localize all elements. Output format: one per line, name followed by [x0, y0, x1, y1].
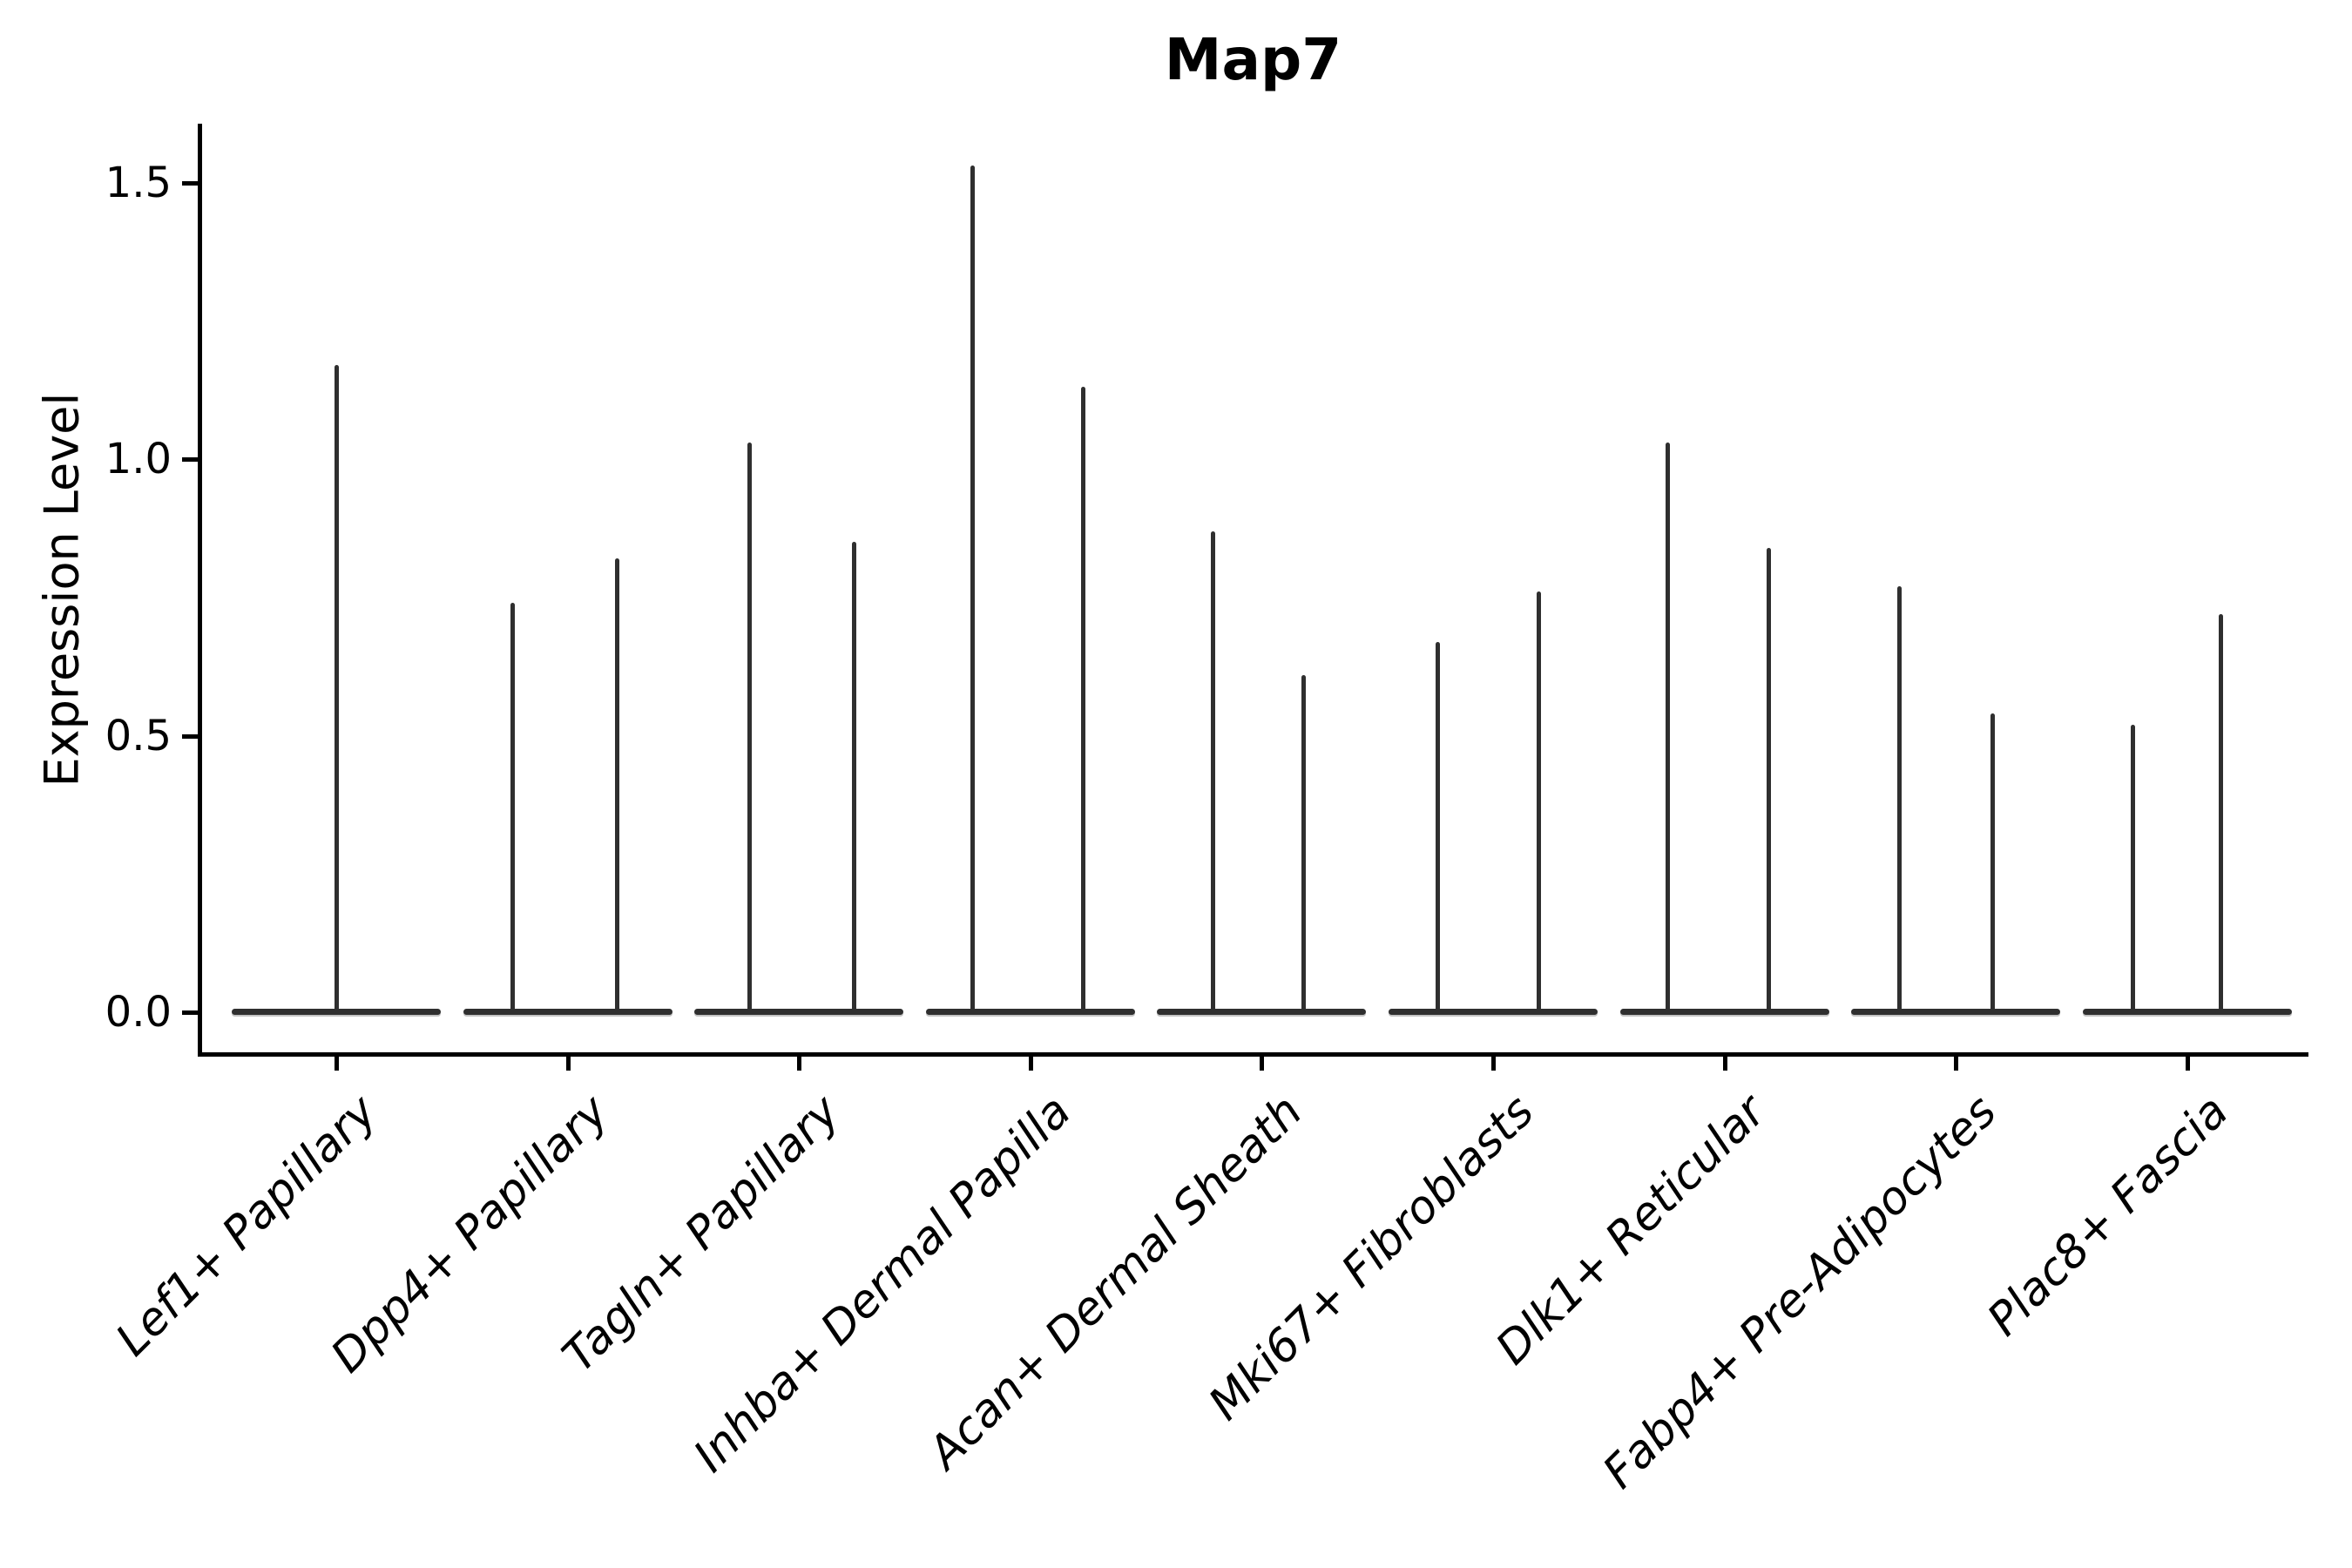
x-tick-mark [565, 1057, 571, 1071]
violin-base [1389, 1009, 1598, 1015]
violin-spike [970, 166, 975, 1012]
y-tick-mark [182, 733, 198, 739]
y-tick-mark [182, 180, 198, 186]
y-tick-mark [182, 457, 198, 462]
violin-spike [2130, 724, 2135, 1012]
violin-spike [334, 365, 339, 1012]
y-tick-label: 0.5 [105, 711, 172, 760]
y-tick-label: 1.5 [105, 158, 172, 207]
violin-spike [1536, 591, 1541, 1012]
violin-spike [1896, 586, 1902, 1012]
violin-base [463, 1009, 672, 1015]
x-tick-mark [1491, 1057, 1496, 1071]
violin-base [1157, 1009, 1367, 1015]
violin-spike [1665, 442, 1670, 1012]
violin-spike [1210, 531, 1215, 1012]
y-tick-label: 0.0 [105, 988, 172, 1037]
x-tick-label: Plac8+ Fascia [1977, 1085, 2239, 1347]
violin-spike [1301, 674, 1306, 1012]
violin-base [925, 1009, 1135, 1015]
violin-spike [747, 442, 752, 1012]
y-tick-label: 1.0 [105, 435, 172, 483]
x-tick-mark [2185, 1057, 2190, 1071]
x-tick-mark [335, 1057, 339, 1071]
x-axis-spine [198, 1052, 2308, 1057]
x-tick-label: Acan+ Dermal Sheath [918, 1085, 1313, 1479]
x-tick-label: Fabp4+ Pre-Adipocytes [1593, 1085, 2007, 1499]
x-tick-mark [797, 1057, 802, 1071]
x-tick-mark [1260, 1057, 1265, 1071]
x-tick-label: Inhba+ Dermal Papilla [684, 1085, 1082, 1483]
violin-base [1851, 1009, 2061, 1015]
violin-spike [1990, 713, 1995, 1012]
x-tick-mark [1028, 1057, 1033, 1071]
violin-spike [1766, 547, 1771, 1012]
violin-spike [1080, 387, 1085, 1012]
x-tick-mark [1722, 1057, 1727, 1071]
violin-spike [2218, 613, 2223, 1012]
violin-spike [1435, 641, 1440, 1012]
y-tick-mark [182, 1010, 198, 1015]
violin-base [2082, 1009, 2292, 1015]
violin-spike [614, 558, 619, 1012]
y-axis-spine [198, 124, 202, 1057]
x-tick-mark [1954, 1057, 1959, 1071]
violin-base [1619, 1009, 1829, 1015]
violin-spike [851, 542, 856, 1012]
violin-base [694, 1009, 904, 1015]
violin-spike [510, 603, 515, 1012]
chart-title: Map7 [1164, 26, 1342, 93]
